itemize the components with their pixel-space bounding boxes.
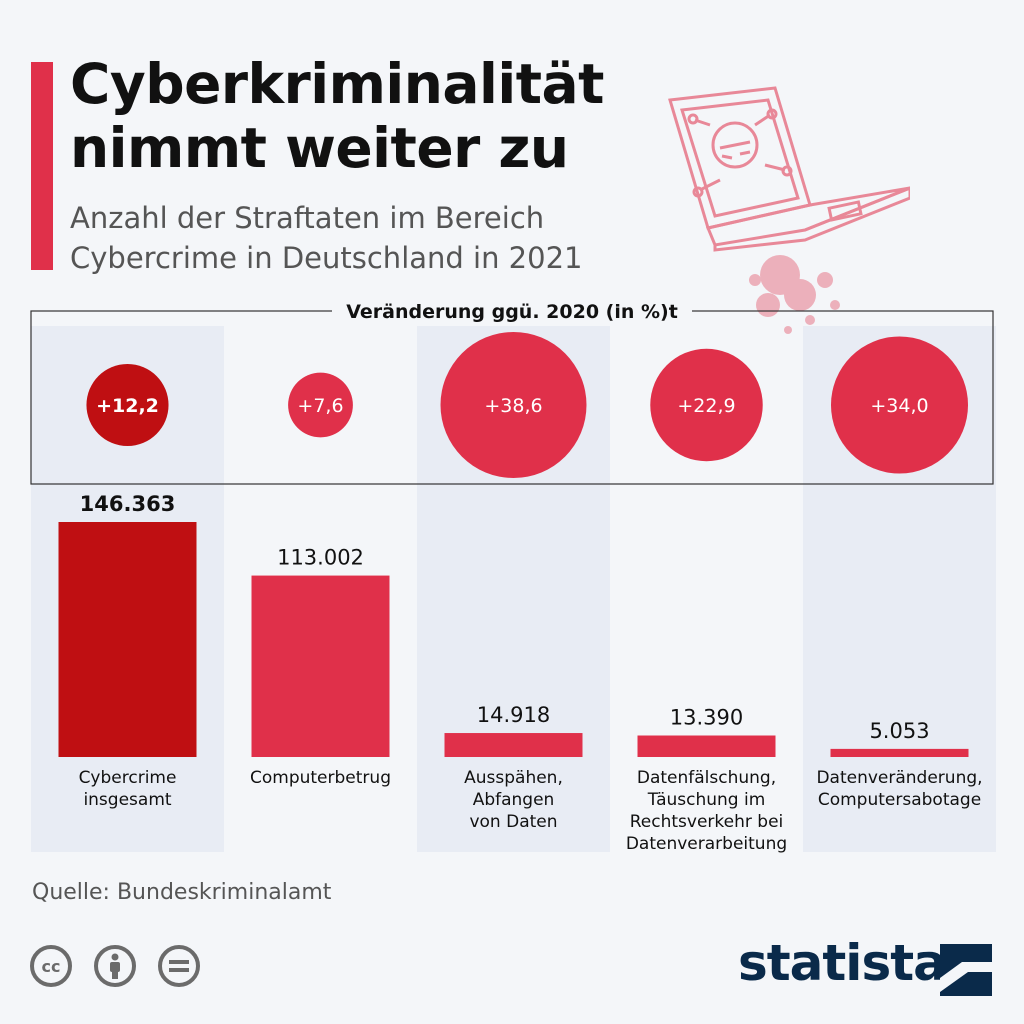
- bar-value-label: 113.002: [277, 546, 364, 570]
- change-title: Veränderung ggü. 2020 (in %)t: [346, 301, 678, 323]
- category-label: Datenfälschung, Täuschung im Rechtsverkehr…: [626, 768, 787, 854]
- change-label: +12,2: [96, 395, 159, 417]
- attribution-icon[interactable]: [94, 945, 136, 987]
- cc-icon[interactable]: cc: [30, 945, 72, 987]
- page-title: Cyberkriminalität nimmt weiter zu: [70, 52, 670, 180]
- column-background: [417, 326, 610, 852]
- title-line-1: Cyberkriminalität: [70, 52, 604, 116]
- change-label: +7,6: [297, 395, 343, 417]
- category-label: Computerbetrug: [250, 768, 391, 788]
- statista-logo[interactable]: statista: [738, 934, 947, 992]
- change-circle: [288, 372, 353, 438]
- column-background: [803, 326, 996, 852]
- subtitle-line-2: Cybercrime in Deutschland in 2021: [70, 241, 583, 275]
- category-label: Datenveränderung, Computersabotage: [816, 768, 982, 810]
- bar: [444, 733, 583, 757]
- bar: [58, 522, 197, 757]
- category-label: Ausspähen, Abfangen von Daten: [464, 768, 563, 832]
- change-title-background: [332, 300, 692, 324]
- category-label: Cybercrime insgesamt: [79, 768, 177, 810]
- title-line-2: nimmt weiter zu: [70, 116, 569, 180]
- change-circle: [830, 336, 969, 474]
- column-background: [31, 326, 224, 852]
- bar-value-label: 13.390: [670, 706, 743, 730]
- bar-value-label: 146.363: [80, 492, 176, 516]
- change-label: +34,0: [870, 395, 928, 417]
- subtitle-line-1: Anzahl der Straftaten im Bereich: [70, 201, 545, 235]
- statista-logo-icon: [940, 944, 992, 996]
- change-label: +38,6: [484, 395, 542, 417]
- change-circle: [440, 332, 587, 478]
- hacker-laptop-illustration: [668, 86, 910, 334]
- change-label: +22,9: [677, 395, 735, 417]
- change-circle: [86, 363, 169, 447]
- bar: [251, 575, 390, 757]
- bar: [637, 735, 776, 757]
- accent-bar: [31, 62, 53, 270]
- change-circle: [650, 348, 763, 462]
- page-subtitle: Anzahl der Straftaten im Bereich Cybercr…: [70, 198, 670, 278]
- bar-value-label: 5.053: [869, 719, 929, 743]
- bar-value-label: 14.918: [477, 703, 550, 727]
- no-derivatives-icon[interactable]: [158, 945, 200, 987]
- source-note: Quelle: Bundeskriminalamt: [32, 880, 332, 905]
- bar: [830, 748, 969, 757]
